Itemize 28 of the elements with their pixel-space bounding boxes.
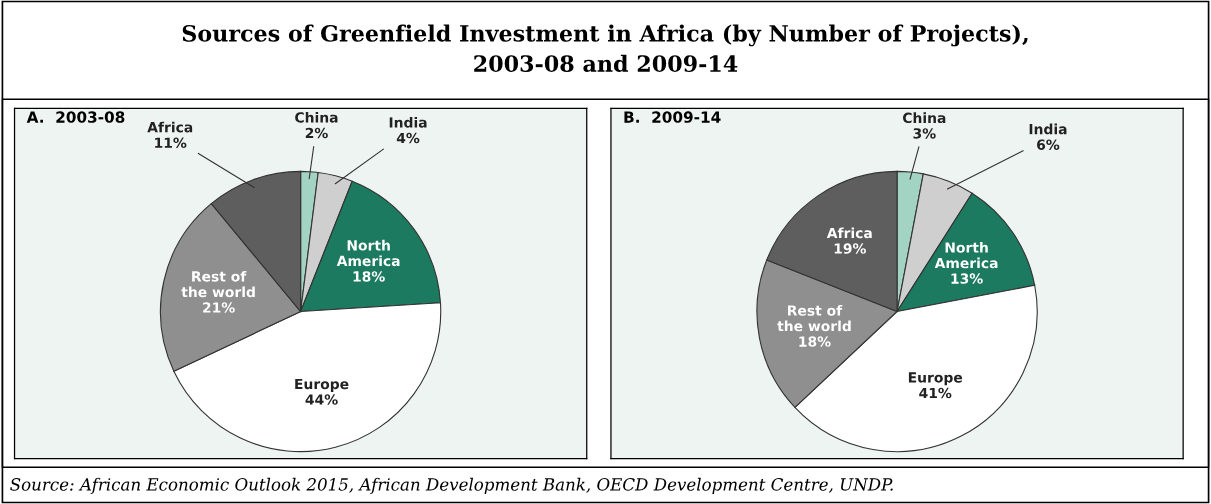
data-label: 11% bbox=[155, 137, 187, 148]
data-label: 18% bbox=[799, 336, 831, 347]
chart-subtitle: A. 2003-08 bbox=[26, 111, 125, 123]
slice-label: Europe bbox=[908, 372, 963, 386]
data-label: 41% bbox=[919, 387, 952, 399]
data-label: 44% bbox=[305, 394, 338, 405]
slice-label: North America bbox=[336, 239, 400, 267]
slice-label: India bbox=[389, 116, 427, 128]
data-label: 19% bbox=[834, 243, 866, 254]
text: Sources of Greenfield Investment in Africa (by Number of Projects), 2003-08 and 2009-14 bbox=[182, 24, 1028, 72]
data-label: 21% bbox=[203, 302, 235, 313]
data-label: 18% bbox=[353, 271, 385, 282]
data-label: 4% bbox=[396, 132, 420, 144]
data-label: 6% bbox=[1037, 139, 1060, 150]
slice-label: Rest of the world bbox=[181, 270, 255, 298]
slice-label: China bbox=[902, 112, 946, 124]
slice-label: Africa bbox=[147, 121, 193, 133]
slice-label: India bbox=[1029, 123, 1067, 135]
data-label: 2% bbox=[305, 127, 328, 139]
slice-label: Africa bbox=[826, 227, 872, 239]
slice-label: North America bbox=[934, 242, 998, 269]
data-label: 13% bbox=[951, 273, 983, 284]
chart-subtitle: B. 2009-14 bbox=[624, 111, 721, 123]
slice-label: China bbox=[295, 111, 338, 123]
slice-label: Rest of the world bbox=[777, 305, 851, 332]
slice-label: Europe bbox=[295, 378, 349, 392]
data-label: 3% bbox=[913, 128, 936, 139]
source-note: Source: African Economic Outlook 2015, African Development Bank, OECD Development Centre, UNDP. bbox=[10, 477, 893, 494]
